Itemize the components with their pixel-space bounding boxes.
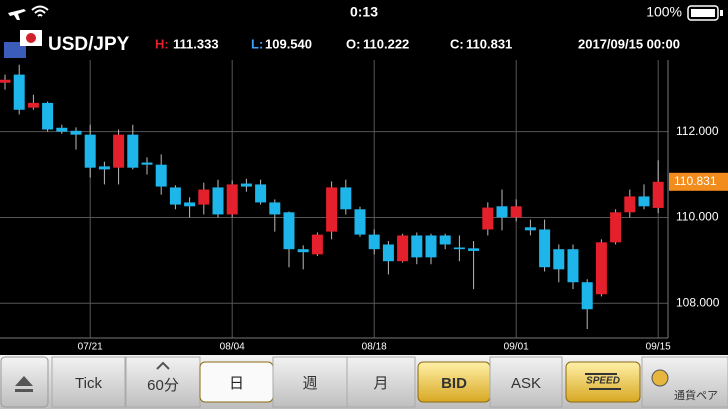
currency-icon — [651, 369, 669, 387]
candle-body — [468, 248, 480, 251]
candle-body — [198, 189, 210, 205]
toolbar-button[interactable] — [346, 356, 416, 408]
candle-body — [98, 166, 110, 170]
candle-body — [326, 187, 338, 232]
button-label: BID — [441, 375, 467, 392]
candle-body — [84, 134, 96, 168]
candle-body — [397, 235, 409, 262]
candle-body — [581, 282, 593, 310]
y-tick-label: 112.000 — [676, 124, 719, 138]
stat-label: L: — [251, 36, 263, 51]
button-label: 週 — [302, 375, 317, 392]
stat-value: 110.222 — [363, 36, 409, 51]
candle-body — [155, 164, 167, 187]
toolbar-buttons: Tick 60分 日 週 月 BID ASK SPEED 通貨ペア — [0, 356, 728, 408]
candle-body — [652, 181, 664, 208]
candle-body — [0, 79, 11, 83]
candle-body — [27, 102, 39, 108]
candle-body — [297, 249, 309, 253]
status-time: 0:13 — [350, 4, 378, 20]
toolbar-button[interactable] — [565, 361, 641, 403]
toolbar-button[interactable] — [641, 356, 728, 408]
candle-body — [510, 206, 522, 218]
candle-body — [638, 196, 650, 207]
candle-body — [113, 134, 125, 168]
button-label: 60分 — [147, 377, 179, 394]
candle-body — [482, 207, 494, 230]
last-price-label: 110.831 — [674, 174, 717, 188]
x-tick-label: 09/15 — [646, 342, 671, 353]
button-label: SPEED — [586, 376, 620, 387]
candle-body — [553, 249, 565, 270]
chart: 108.000 110.000 112.000 07/21 08/04 08/18 09/0… — [0, 60, 728, 353]
candle-body — [354, 209, 366, 235]
candle-body — [539, 229, 551, 268]
candle-body — [439, 235, 451, 245]
candle-body — [595, 242, 607, 295]
candle-body — [453, 247, 465, 250]
battery-icon — [687, 5, 719, 21]
x-tick-label: 08/04 — [220, 342, 245, 353]
candle-body — [524, 227, 536, 231]
candle-body — [212, 187, 224, 215]
candle-body — [368, 234, 380, 250]
candle-body — [127, 134, 139, 168]
button-label: 日 — [229, 375, 244, 392]
stat-value: 110.831 — [466, 36, 512, 51]
candle-body — [184, 202, 196, 207]
candle-body — [226, 184, 238, 215]
battery-text: 100% — [646, 4, 682, 20]
button-label: Tick — [75, 375, 102, 392]
caret-icon — [156, 361, 170, 370]
stat-value: 109.540 — [265, 36, 312, 51]
button-label: 通貨ペア — [674, 388, 718, 402]
candle-body — [13, 74, 25, 110]
airplane-icon — [8, 9, 26, 20]
candle-body — [269, 202, 281, 215]
datetime: 2017/09/15 00:00 — [578, 36, 680, 51]
candle-body — [425, 235, 437, 258]
candle-body — [382, 244, 394, 262]
battery-level — [691, 9, 715, 17]
currency-pair: USD/JPY — [48, 34, 130, 55]
candle-body — [610, 212, 622, 243]
candle-body — [496, 206, 508, 218]
candle-body — [311, 234, 323, 255]
stat-label: O: — [346, 36, 360, 51]
stat-label: H: — [155, 36, 169, 51]
button-label: ASK — [511, 375, 541, 392]
candle-body — [42, 102, 54, 130]
candle-body — [411, 235, 423, 258]
stat-value: 111.333 — [173, 36, 219, 51]
toolbar-button[interactable] — [489, 356, 563, 408]
x-tick-label: 08/18 — [362, 342, 387, 353]
candle-body — [169, 187, 181, 205]
candle-body — [624, 196, 636, 213]
candle-body — [141, 162, 153, 165]
x-tick-label: 09/01 — [504, 342, 529, 353]
candle-body — [283, 212, 295, 250]
candle-body — [567, 249, 579, 283]
x-tick-label: 07/21 — [78, 342, 103, 353]
candle-body — [255, 184, 267, 203]
y-tick-label: 110.000 — [676, 210, 719, 224]
y-tick-label: 108.000 — [676, 295, 720, 309]
candle-body — [70, 130, 82, 135]
candle-body — [56, 127, 68, 132]
button-label: 月 — [373, 375, 388, 392]
battery-tip — [720, 10, 723, 16]
stat-label: C: — [450, 36, 464, 51]
eject-icon — [15, 376, 33, 392]
candle-body — [340, 187, 352, 210]
wifi-icon — [31, 5, 49, 17]
flag-jp-sun — [26, 33, 36, 43]
candle-body — [240, 183, 252, 187]
last-price-tag — [669, 172, 728, 191]
toolbar-button[interactable] — [51, 356, 126, 408]
speed-arrows — [585, 373, 621, 390]
